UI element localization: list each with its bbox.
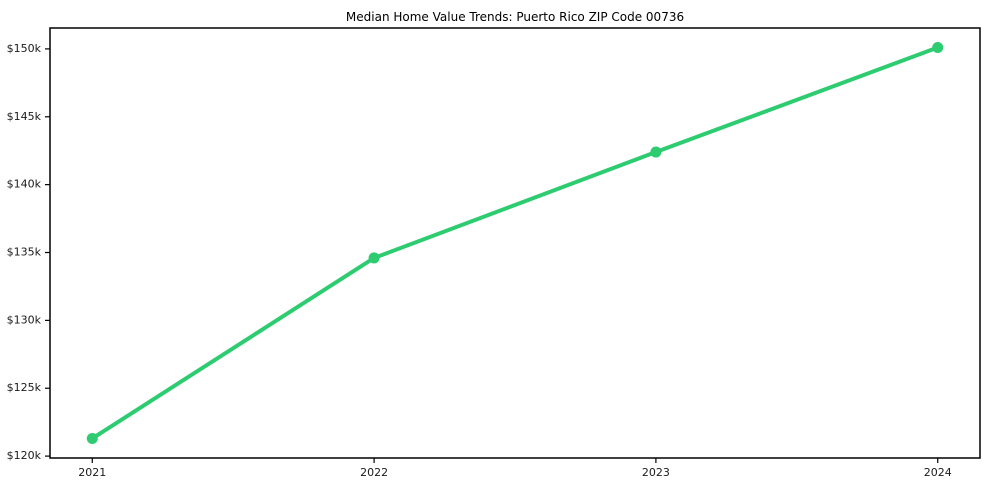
y-tick-label: $135k <box>7 246 42 259</box>
x-axis: 2021 2022 2023 2024 <box>78 458 952 479</box>
y-tick-label: $140k <box>7 178 42 191</box>
y-tick-label: $120k <box>7 449 42 462</box>
series-median-home-value <box>86 42 944 444</box>
data-point-marker <box>650 146 662 158</box>
x-tick-label: 2024 <box>924 466 952 479</box>
y-tick-label: $125k <box>7 381 42 394</box>
chart-title: Median Home Value Trends: Puerto Rico ZI… <box>346 10 684 24</box>
plot-border <box>49 27 981 459</box>
data-point-marker <box>368 252 380 264</box>
data-point-marker <box>86 432 98 444</box>
y-tick-label: $150k <box>7 42 42 55</box>
x-tick-label: 2023 <box>642 466 670 479</box>
data-point-marker <box>932 42 944 54</box>
x-tick-label: 2021 <box>78 466 106 479</box>
y-tick-label: $145k <box>7 110 42 123</box>
x-tick-label: 2022 <box>360 466 388 479</box>
y-tick-label: $130k <box>7 313 42 326</box>
trend-line <box>90 45 940 441</box>
y-axis: $120k $125k $130k $135k $140k $145k $150k <box>7 42 50 462</box>
plot-background <box>50 28 980 458</box>
